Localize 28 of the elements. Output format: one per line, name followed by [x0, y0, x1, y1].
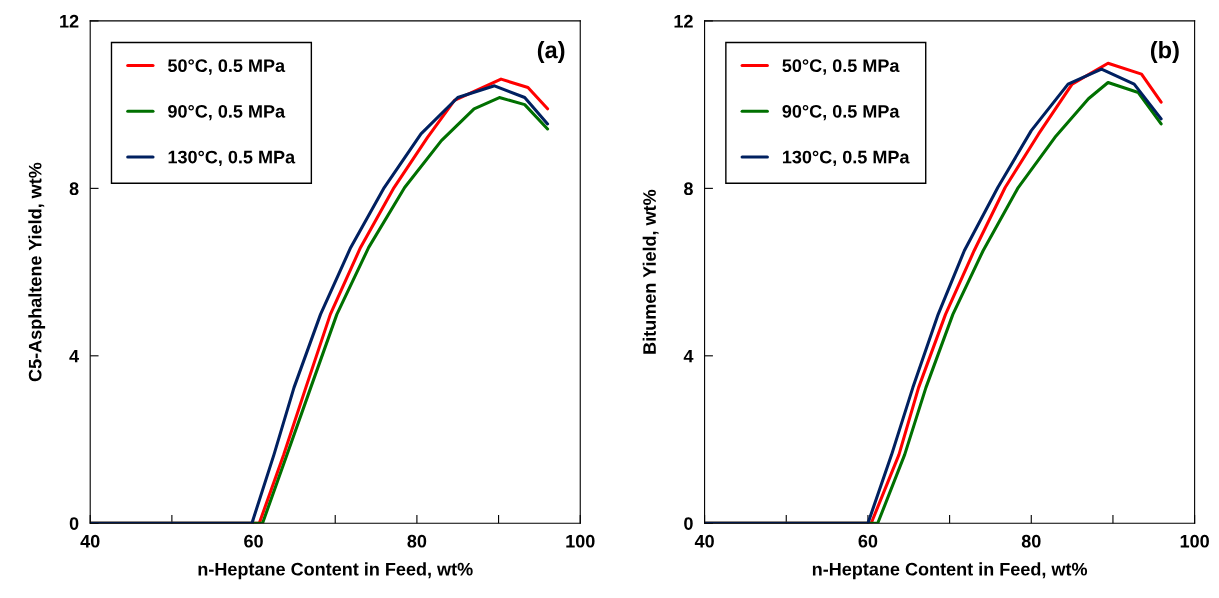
y-axis-title: C5-Asphaltene Yield, wt% — [28, 162, 46, 382]
x-tick-label: 60 — [244, 534, 263, 548]
y-tick-label: 12 — [674, 14, 693, 28]
y-tick-label: 4 — [683, 349, 694, 363]
legend-label: 50°C, 0.5 MPa — [168, 59, 286, 75]
x-tick-label: 80 — [1021, 534, 1041, 548]
legend-label: 130°C, 0.5 MPa — [782, 150, 910, 167]
y-tick-label: 4 — [69, 349, 79, 363]
x-axis-title: n-Heptane Content in Feed, wt% — [198, 562, 473, 580]
y-tick-label: 12 — [60, 14, 79, 28]
annotation: (a) — [537, 41, 565, 64]
x-tick-label: 60 — [858, 534, 878, 548]
y-tick-label: 8 — [684, 182, 693, 196]
y-axis-title: Bitumen Yield, wt% — [642, 189, 659, 354]
x-axis-title: n-Heptane Content in Feed, wt% — [812, 562, 1088, 580]
x-tick-label: 100 — [1180, 534, 1209, 548]
x-tick-label: 40 — [80, 534, 100, 548]
legend-label: 90°C, 0.5 MPa — [782, 104, 900, 121]
legend-label: 50°C, 0.5 MPa — [782, 59, 900, 75]
y-tick-label: 8 — [69, 182, 79, 196]
y-tick-label: 0 — [69, 517, 79, 530]
x-tick-label: 100 — [566, 534, 595, 548]
x-tick-label: 80 — [407, 534, 427, 548]
legend-label: 130°C, 0.5 MPa — [168, 150, 296, 167]
annotation: (b) — [1150, 41, 1179, 64]
legend-label: 90°C, 0.5 MPa — [168, 104, 286, 121]
y-tick-label: 0 — [684, 517, 693, 530]
x-tick-label: 40 — [694, 534, 714, 548]
